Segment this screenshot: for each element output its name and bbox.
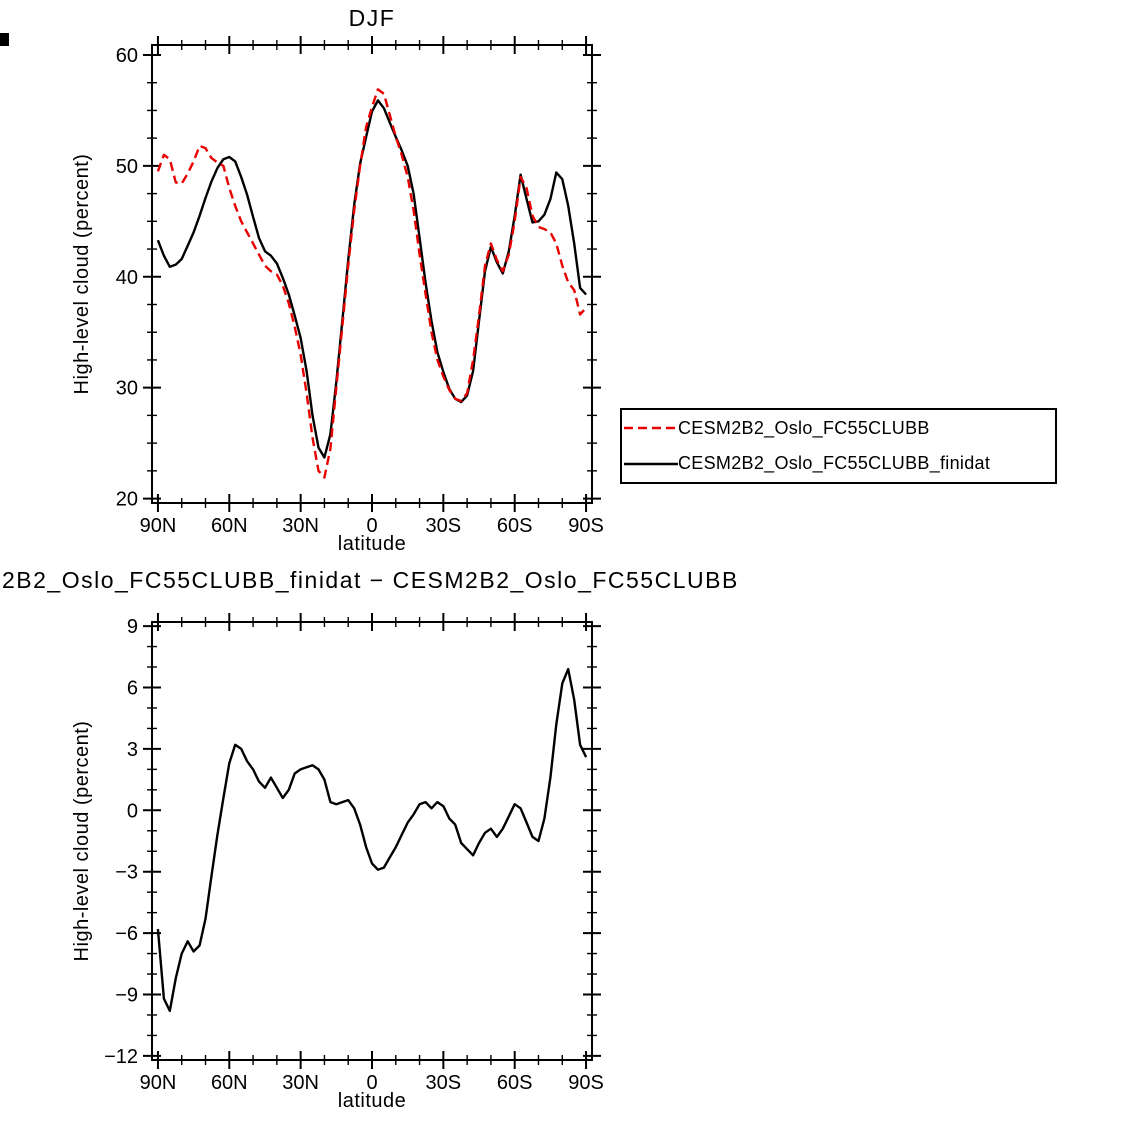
y-tick-label: 40 bbox=[116, 267, 138, 289]
x-tick-label: 30S bbox=[426, 515, 462, 537]
x-tick-label: 60S bbox=[497, 515, 533, 537]
y-tick-label: 0 bbox=[127, 800, 138, 822]
x-tick-label: 30N bbox=[282, 1072, 319, 1094]
x-tick-label: 30N bbox=[282, 515, 319, 537]
legend-entry: CESM2B2_Oslo_FC55CLUBB_finidat bbox=[622, 447, 1055, 481]
x-tick-label: 0 bbox=[366, 515, 377, 537]
x-tick-label: 90N bbox=[140, 1072, 177, 1094]
series-line-CESM2B2_Oslo_FC55CLUBB bbox=[156, 88, 587, 479]
x-tick-label: 90S bbox=[568, 1072, 604, 1094]
x-tick-label: 30S bbox=[426, 1072, 462, 1094]
legend-entry: CESM2B2_Oslo_FC55CLUBB bbox=[622, 411, 1055, 445]
y-tick-label: 20 bbox=[116, 489, 138, 511]
legend-line-sample-dashed bbox=[624, 427, 678, 430]
bottom-chart: 2B2_Oslo_FC55CLUBB_finidat − CESM2B2_Osl… bbox=[2, 567, 739, 1112]
legend-line-sample-solid bbox=[624, 462, 678, 465]
x-tick-label: 90N bbox=[140, 515, 177, 537]
bottom-chart-xlabel: latitude bbox=[338, 1090, 407, 1112]
top-chart-xlabel: latitude bbox=[338, 533, 407, 555]
y-tick-label: 60 bbox=[116, 45, 138, 67]
y-tick-label: −3 bbox=[115, 862, 138, 884]
y-tick-label: −6 bbox=[115, 923, 138, 945]
y-tick-label: 3 bbox=[127, 739, 138, 761]
series-line-CESM2B2_Oslo_FC55CLUBB_finidat bbox=[156, 99, 587, 459]
y-tick-label: 6 bbox=[127, 677, 138, 699]
bottom-chart-ylabel: High-level cloud (percent) bbox=[71, 721, 93, 962]
x-tick-label: 60N bbox=[211, 1072, 248, 1094]
top-chart-ylabel: High-level cloud (percent) bbox=[71, 154, 93, 395]
plot-frame bbox=[151, 621, 593, 1061]
bottom-chart-title: 2B2_Oslo_FC55CLUBB_finidat − CESM2B2_Osl… bbox=[2, 567, 739, 593]
legend: CESM2B2_Oslo_FC55CLUBB CESM2B2_Oslo_FC55… bbox=[620, 408, 1057, 484]
legend-label: CESM2B2_Oslo_FC55CLUBB bbox=[678, 417, 930, 438]
legend-label: CESM2B2_Oslo_FC55CLUBB_finidat bbox=[678, 453, 991, 474]
y-tick-label: −12 bbox=[104, 1046, 138, 1068]
y-tick-label: 9 bbox=[127, 616, 138, 638]
x-tick-label: 60N bbox=[211, 515, 248, 537]
top-chart-title: DJF bbox=[349, 5, 396, 31]
top-chart: DJF latitude High-level cloud (percent) … bbox=[71, 5, 604, 555]
y-tick-label: −9 bbox=[115, 985, 138, 1007]
x-tick-label: 0 bbox=[366, 1072, 377, 1094]
clipped-corner-mark bbox=[0, 33, 9, 46]
series-line-difference bbox=[156, 667, 588, 1013]
y-tick-label: 50 bbox=[116, 156, 138, 178]
x-tick-label: 90S bbox=[568, 515, 604, 537]
x-tick-label: 60S bbox=[497, 1072, 533, 1094]
y-tick-label: 30 bbox=[116, 378, 138, 400]
